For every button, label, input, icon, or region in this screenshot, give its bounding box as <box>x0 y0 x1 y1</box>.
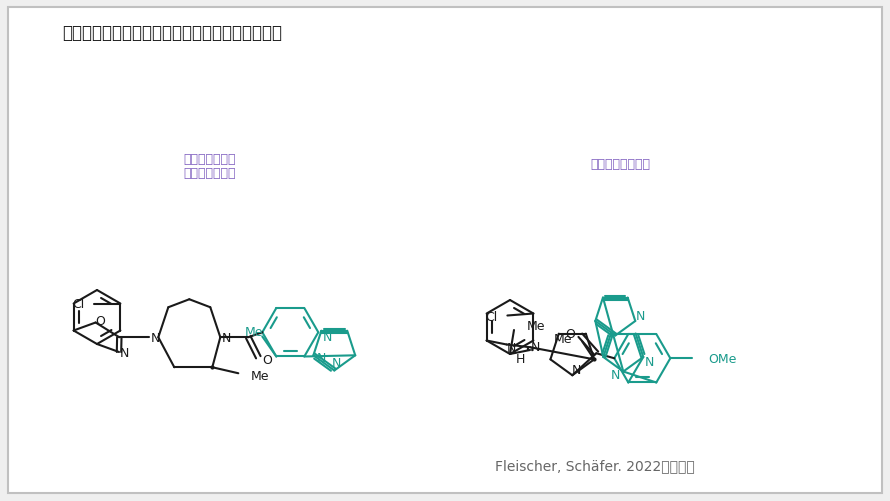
Text: Cl: Cl <box>485 311 498 323</box>
Text: Me: Me <box>250 369 269 382</box>
Text: N: N <box>119 347 129 360</box>
Text: N: N <box>317 351 326 364</box>
Text: N: N <box>323 331 332 344</box>
Text: Me: Me <box>554 332 572 345</box>
Text: N: N <box>635 310 645 323</box>
Text: N: N <box>644 356 654 369</box>
Text: N: N <box>530 341 539 354</box>
Text: Fleischer, Schäfer. 2022より引用: Fleischer, Schäfer. 2022より引用 <box>495 458 695 472</box>
Text: O: O <box>96 314 106 327</box>
Text: N: N <box>150 331 160 344</box>
Text: N: N <box>222 331 231 344</box>
Text: N: N <box>332 356 341 369</box>
FancyBboxPatch shape <box>8 8 882 493</box>
Text: スボレキサントとダリドレキサントの化学構造式: スボレキサントとダリドレキサントの化学構造式 <box>62 24 282 42</box>
Text: O: O <box>263 353 272 366</box>
Text: Cl: Cl <box>72 298 85 311</box>
Text: Me: Me <box>527 320 546 333</box>
Text: H: H <box>516 352 525 365</box>
Text: ダリドレキサント: ダリドレキサント <box>590 158 650 171</box>
Text: OMe: OMe <box>708 352 737 365</box>
Text: Me: Me <box>245 325 263 338</box>
Text: N: N <box>571 363 581 376</box>
Text: O: O <box>565 327 575 340</box>
Text: N: N <box>507 341 516 354</box>
Text: （ベルソムラ）: （ベルソムラ） <box>183 167 236 180</box>
Text: スボレキサント: スボレキサント <box>183 153 236 166</box>
Text: N: N <box>611 368 620 381</box>
